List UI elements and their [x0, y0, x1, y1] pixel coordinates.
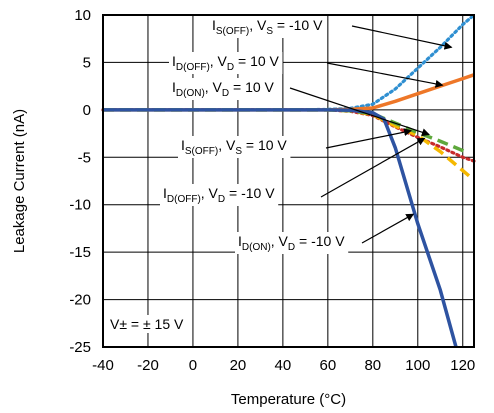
x-tick-label: 20	[230, 357, 247, 374]
x-axis-title: Temperature (°C)	[231, 391, 346, 408]
annotation-id-off-vd-10-v: ID(OFF), VD = -10 V	[163, 185, 275, 205]
x-tick-label: 100	[405, 357, 430, 374]
y-tick-label: 5	[83, 54, 91, 71]
y-tick-label: -15	[69, 244, 91, 261]
y-axis-title: Leakage Current (nA)	[11, 109, 28, 253]
annotation-background	[160, 184, 279, 206]
condition-background	[107, 315, 188, 333]
annotation-id-on-vd-10-v: ID(ON), VD = 10 V	[172, 79, 275, 99]
annotation-id-off-vd-10-v: ID(OFF), VD = 10 V	[172, 53, 280, 73]
grid	[102, 14, 474, 348]
x-tick-labels: -40 -20 0 20 40 60 80 100 120	[92, 357, 475, 374]
annotation-arrow-is-off-vs-10-v	[325, 128, 413, 149]
annotation-id-on-vd-10-v: ID(ON), VD = -10 V	[238, 233, 345, 253]
x-tick-label: 40	[275, 357, 292, 374]
y-tick-label: 10	[74, 7, 91, 24]
annotation-arrow-id-off-vd-10-v	[320, 137, 426, 198]
series-group	[101, 13, 476, 348]
series-line-id-on-vd-10-v	[103, 108, 458, 348]
annotation-background	[209, 16, 327, 38]
annotation-is-off-vs-10-v: IS(OFF), VS = 10 V	[181, 137, 287, 157]
y-tick-label: -5	[78, 149, 91, 166]
plot-frame	[102, 14, 475, 348]
annotation-background	[169, 52, 283, 74]
x-tick-label: 60	[320, 357, 337, 374]
annotation-arrow-id-on-vd-10-v	[361, 213, 415, 244]
series-line-is-off-vs-10-v	[103, 108, 471, 178]
y-tick-labels: 10 5 0 -5 -10 -15 -20 -25	[69, 7, 91, 356]
y-tick-label: -10	[69, 197, 91, 214]
y-tick-label: 0	[83, 102, 91, 119]
annotations: IS(OFF), VS = -10 V ID(OFF), VD = 10 V ID(…	[160, 16, 453, 254]
x-tick-label: -20	[137, 357, 159, 374]
x-tick-label: 80	[364, 357, 381, 374]
annotation-arrow-id-on-vd-10-v	[289, 87, 430, 137]
condition-label: V± = ± 15 V	[110, 316, 184, 332]
annotation-background	[235, 232, 349, 254]
annotation-arrow-id-off-vd-10-v	[326, 62, 444, 88]
x-tick-label: 0	[189, 357, 197, 374]
annotation-arrow-is-off-vs-10-v	[351, 25, 453, 50]
x-tick-label: 120	[450, 357, 475, 374]
annotation-background	[169, 78, 278, 100]
y-tick-label: -20	[69, 292, 91, 309]
x-tick-label: -40	[92, 357, 114, 374]
y-tick-label: -25	[69, 339, 91, 356]
annotation-background	[178, 136, 291, 158]
annotation-is-off-vs-10-v: IS(OFF), VS = -10 V	[212, 17, 323, 37]
